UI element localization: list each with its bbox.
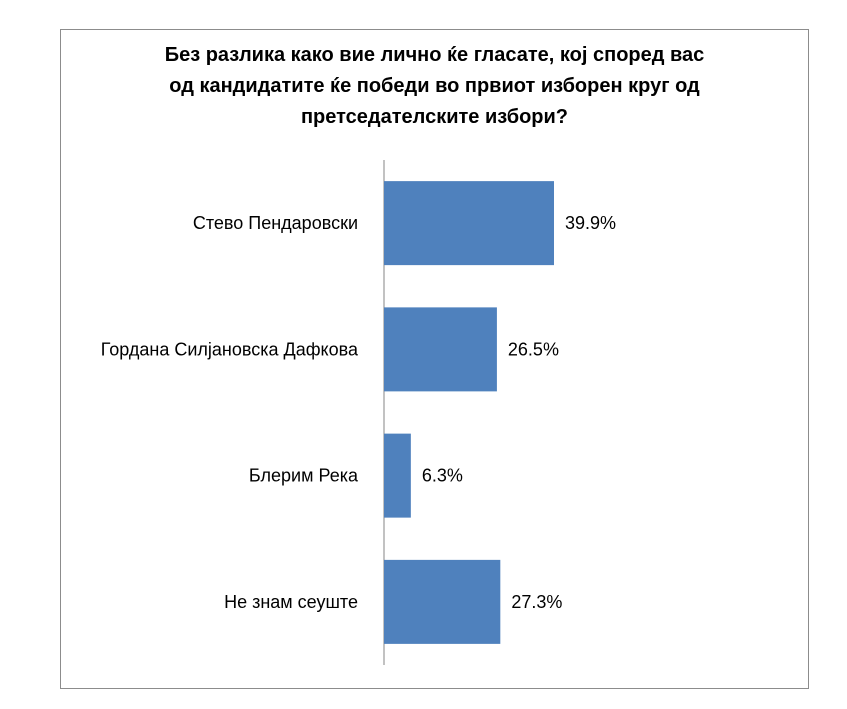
data-label-4: 27.3% <box>511 592 562 612</box>
data-label-1: 39.9% <box>565 213 616 233</box>
data-label-2: 26.5% <box>508 339 559 359</box>
chart-title-line-1: Без разлика како вие лично ќе гласате, к… <box>164 44 705 66</box>
chart-title-line-3: претседателските избори? <box>300 106 569 128</box>
bar-2 <box>384 307 497 392</box>
category-label-4: Не знам сеуште <box>224 592 358 612</box>
bar-4 <box>384 559 501 644</box>
chart-title: Без разлика како вие лично ќе гласате, к… <box>60 40 809 133</box>
data-label-3: 6.3% <box>422 466 463 486</box>
bar-3 <box>384 433 411 518</box>
category-label-3: Блерим Река <box>249 466 359 486</box>
category-label-1: Стево Пендаровски <box>193 213 358 233</box>
chart-title-line-2: од кандидатите ќе победи во првиот избор… <box>169 75 700 97</box>
bar-1 <box>384 181 554 266</box>
category-label-2: Гордана Силјановска Дафкова <box>101 339 359 359</box>
